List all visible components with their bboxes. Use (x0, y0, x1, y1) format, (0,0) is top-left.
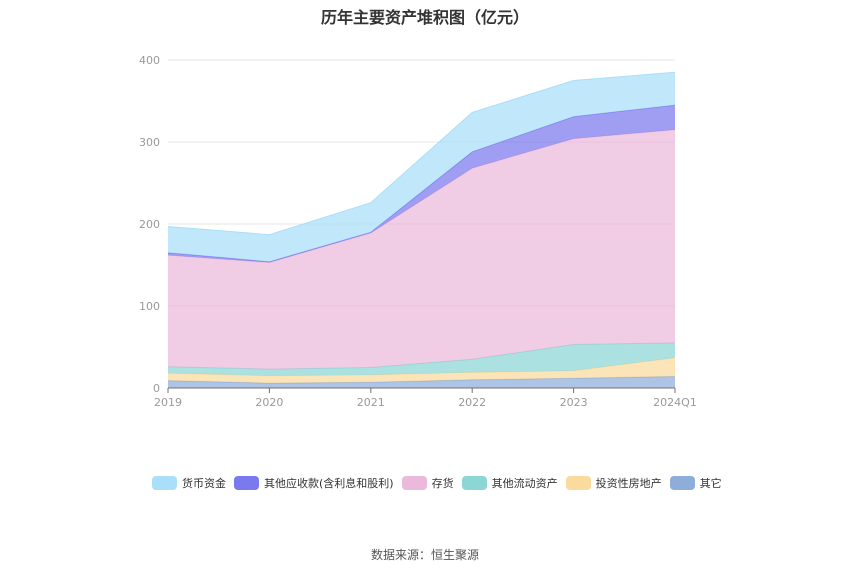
chart-title: 历年主要资产堆积图（亿元） (320, 8, 529, 27)
area-series-2[interactable] (168, 342, 675, 376)
legend-label: 其他应收款(含利息和股利) (264, 476, 394, 490)
area-edge-5 (167, 71, 676, 236)
legend-label: 投资性房地产 (595, 476, 662, 490)
area-series (167, 71, 676, 389)
y-tick-label: 300 (139, 136, 160, 149)
legend-label: 货币资金 (182, 476, 226, 490)
y-tick-label: 0 (153, 382, 160, 395)
x-tick-label: 2021 (357, 396, 385, 409)
area-series-5[interactable] (168, 72, 675, 262)
legend-swatch (565, 475, 591, 490)
legend-item[interactable]: 其他应收款(含利息和股利) (234, 474, 394, 491)
x-tick-label: 2022 (458, 396, 486, 409)
x-tick-label: 2020 (255, 396, 283, 409)
legend-swatch (152, 475, 177, 490)
area-series-4[interactable] (168, 105, 675, 263)
legend-swatch (401, 475, 427, 490)
legend: 货币资金 其他应收款(含利息和股利) 存货 其他流动资产 投资性房地产 其它 (152, 474, 732, 491)
legend-item[interactable]: 存货 (401, 474, 454, 491)
legend-swatch (234, 475, 259, 490)
x-tick-label: 2019 (154, 396, 182, 409)
x-tick-label: 2023 (560, 396, 588, 409)
area-series-3[interactable] (168, 129, 675, 370)
area-series-1[interactable] (168, 357, 675, 384)
legend-item[interactable]: 投资性房地产 (565, 474, 662, 491)
area-series-0[interactable] (168, 376, 675, 389)
data-source: 数据来源：恒生聚源 (370, 548, 479, 562)
y-tick-label: 100 (139, 300, 160, 313)
legend-item[interactable]: 货币资金 (152, 474, 226, 491)
y-tick-label: 400 (139, 54, 160, 67)
y-tick-label: 200 (139, 218, 160, 231)
axes: 0 100 200 300 400 2019 2020 2021 2022 2023 2024Q1 (139, 54, 697, 409)
legend-label: 存货 (431, 476, 454, 490)
legend-label: 其他流动资产 (491, 476, 558, 490)
legend-item[interactable]: 其他流动资产 (461, 474, 558, 491)
legend-swatch (669, 475, 695, 490)
legend-item[interactable]: 其它 (669, 474, 722, 491)
legend-swatch (461, 475, 487, 490)
x-tick-label: 2024Q1 (653, 396, 697, 409)
legend-label: 其它 (699, 476, 722, 490)
